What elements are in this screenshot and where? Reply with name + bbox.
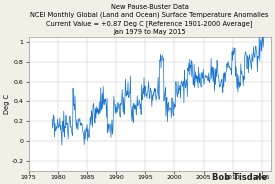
Y-axis label: Deg C: Deg C [4,94,10,114]
Text: Bob Tisdale: Bob Tisdale [212,173,267,182]
Title: New Pause-Buster Data
NCEI Monthly Global (Land and Ocean) Surface Temperature A: New Pause-Buster Data NCEI Monthly Globa… [30,4,269,35]
